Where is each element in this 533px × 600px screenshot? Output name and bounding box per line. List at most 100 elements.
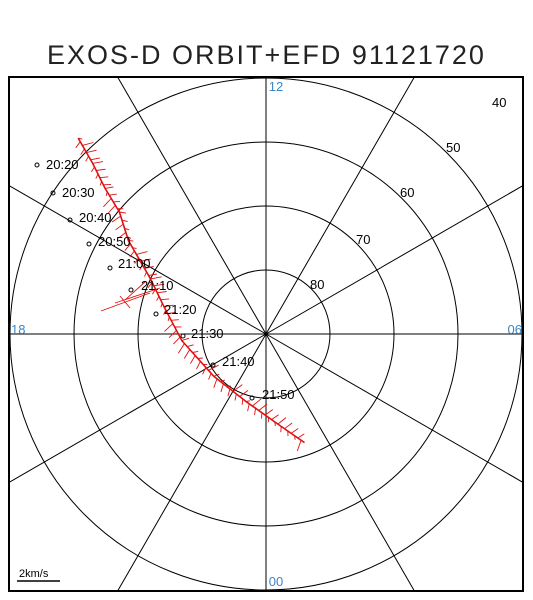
efd-vector xyxy=(220,383,224,393)
efd-vector xyxy=(113,200,121,203)
latitude-labels: 40 50 60 70 80 xyxy=(310,95,506,292)
efd-vector xyxy=(296,440,302,452)
time-dot xyxy=(34,162,40,168)
mlt-label-06: 06 xyxy=(508,322,522,337)
efd-vector xyxy=(139,264,143,271)
efd-vector xyxy=(163,304,174,308)
efd-vector xyxy=(171,319,179,321)
efd-vector xyxy=(208,373,212,380)
mlt-label-18: 18 xyxy=(11,322,25,337)
efd-vector xyxy=(124,281,146,301)
mlt-label-12: 12 xyxy=(269,79,283,94)
efd-vector xyxy=(80,148,85,155)
efd-vector xyxy=(290,428,299,434)
efd-vector xyxy=(173,336,181,345)
efd-vector xyxy=(164,323,174,332)
mlt-spoke-02 xyxy=(265,333,415,592)
time-label-2140: 21:40 xyxy=(222,354,255,369)
efd-vector xyxy=(167,311,177,314)
scale-bar: 2km/s xyxy=(17,568,60,582)
efd-vector xyxy=(208,364,219,371)
efd-vector xyxy=(168,330,177,339)
efd-vector xyxy=(144,266,154,269)
mlt-spoke-22 xyxy=(117,333,267,592)
efd-vector xyxy=(239,390,249,397)
mlt-spoke-04 xyxy=(265,333,524,483)
efd-vector xyxy=(271,414,279,420)
efd-vector xyxy=(105,186,114,189)
efd-vector xyxy=(92,161,104,164)
efd-vector xyxy=(150,276,162,280)
efd-vector-ticks xyxy=(75,137,305,452)
efd-vector xyxy=(157,291,167,294)
efd-vector xyxy=(103,198,112,208)
efd-vector xyxy=(202,367,207,375)
time-dot xyxy=(67,217,73,223)
efd-vector xyxy=(264,409,274,416)
efd-vector xyxy=(136,251,148,255)
time-label-2050: 20:50 xyxy=(98,234,131,249)
efd-vector xyxy=(140,258,151,262)
efd-vector xyxy=(147,282,153,288)
orbit-track xyxy=(77,137,305,444)
time-dot xyxy=(50,190,56,196)
efd-vector xyxy=(90,166,95,173)
efd-vector xyxy=(190,355,196,364)
efd-vector xyxy=(254,408,257,415)
efd-vector xyxy=(213,378,218,388)
efd-vector xyxy=(252,398,262,407)
efd-vector xyxy=(284,422,293,430)
lat-label-40: 40 xyxy=(492,95,506,110)
mlt-spoke-20 xyxy=(8,333,267,483)
efd-vector xyxy=(277,417,287,425)
efd-vector xyxy=(107,204,116,214)
efd-vector xyxy=(85,155,89,162)
mlt-labels: 12 06 00 18 xyxy=(11,79,522,589)
efd-vector xyxy=(82,142,94,146)
lat-label-80: 80 xyxy=(310,277,324,292)
time-dot xyxy=(153,311,159,317)
efd-vector xyxy=(129,250,135,258)
time-dot xyxy=(249,395,255,401)
efd-vector xyxy=(227,388,231,397)
efd-vector xyxy=(115,223,124,231)
efd-vector xyxy=(297,433,305,439)
time-label-2150: 21:50 xyxy=(262,387,295,402)
efd-vector xyxy=(196,361,201,370)
time-label-2040: 20:40 xyxy=(79,210,112,225)
efd-vector xyxy=(247,403,250,412)
efd-vector xyxy=(181,337,190,342)
lat-label-60: 60 xyxy=(400,185,414,200)
time-label-2130: 21:30 xyxy=(191,326,224,341)
efd-vector xyxy=(96,168,106,171)
lat-label-50: 50 xyxy=(446,140,460,155)
efd-vector xyxy=(134,257,139,264)
efd-vector xyxy=(119,211,127,214)
efd-vector xyxy=(213,373,220,377)
efd-vector xyxy=(241,398,244,405)
efd-vector xyxy=(109,193,117,196)
time-dot xyxy=(210,362,216,368)
time-label-2100: 21:00 xyxy=(118,256,151,271)
efd-vector xyxy=(111,215,121,223)
mlt-label-00: 00 xyxy=(269,574,283,589)
efd-vector xyxy=(177,343,185,354)
time-dot xyxy=(86,241,92,247)
efd-vector xyxy=(119,295,131,309)
efd-vector xyxy=(86,149,97,154)
efd-vector xyxy=(186,344,194,348)
time-label-2120: 21:20 xyxy=(164,302,197,317)
time-marks: 20:20 20:30 20:40 20:50 21:00 21:10 21:2… xyxy=(34,157,295,402)
time-label-2110: 21:10 xyxy=(141,278,174,293)
mlt-spoke-08 xyxy=(265,185,524,335)
lat-label-70: 70 xyxy=(356,232,370,247)
efd-vector xyxy=(90,157,100,161)
efd-vector xyxy=(160,298,170,301)
time-label-2030: 20:30 xyxy=(62,185,95,200)
efd-vector xyxy=(99,176,109,179)
efd-vector xyxy=(232,384,243,392)
efd-vector xyxy=(153,283,165,287)
efd-vector xyxy=(258,403,268,411)
mlt-spoke-14 xyxy=(117,76,267,335)
